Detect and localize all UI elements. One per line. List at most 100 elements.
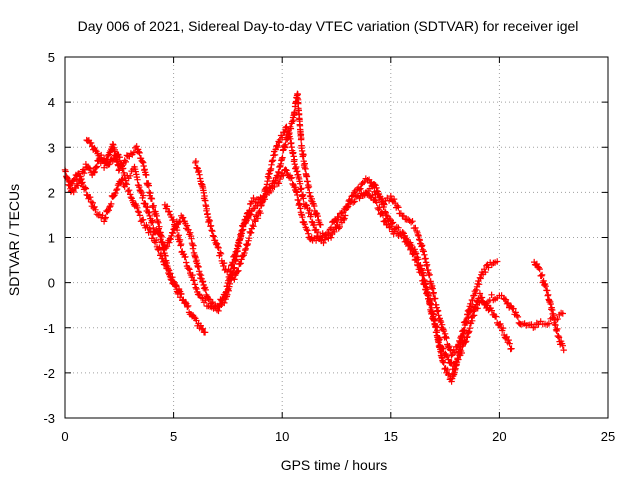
data-point (531, 323, 539, 331)
y-tick-label: 4 (48, 95, 55, 110)
data-point (336, 223, 343, 231)
data-point (409, 218, 416, 225)
data-point (398, 230, 406, 237)
data-point (127, 191, 134, 198)
data-point (538, 272, 545, 280)
data-point (156, 244, 163, 251)
data-point (494, 258, 501, 265)
data-point (508, 345, 515, 352)
data-point (284, 136, 291, 143)
data-point (192, 158, 200, 165)
data-point (286, 129, 293, 137)
data-point (461, 327, 468, 334)
data-point (130, 149, 137, 156)
data-point (361, 178, 368, 186)
data-point (560, 346, 567, 354)
data-point (320, 239, 327, 247)
data-point (272, 177, 279, 184)
data-point (436, 336, 443, 343)
data-point (455, 356, 462, 363)
data-point (503, 300, 511, 307)
data-point (535, 264, 542, 271)
data-point (403, 236, 411, 243)
data-point (144, 204, 151, 211)
data-point (428, 307, 435, 315)
data-point (541, 281, 548, 289)
data-point (140, 192, 147, 199)
data-point (206, 217, 213, 225)
data-point (335, 225, 342, 232)
data-point (162, 261, 169, 269)
data-point (327, 234, 335, 241)
data-point (542, 283, 549, 290)
data-point (388, 220, 396, 227)
data-point (167, 236, 174, 243)
data-point (314, 212, 321, 220)
data-point (104, 152, 112, 160)
data-point (209, 298, 216, 306)
data-point (217, 250, 225, 257)
data-point (352, 191, 360, 199)
data-point (207, 222, 215, 229)
data-point (199, 325, 207, 332)
data-point (185, 265, 192, 272)
data-point (182, 253, 189, 260)
data-point (423, 261, 431, 268)
data-point (190, 277, 198, 284)
data-point (241, 246, 249, 254)
data-point (344, 203, 352, 210)
data-point (254, 215, 262, 222)
data-point (275, 169, 283, 176)
data-point (175, 232, 182, 239)
data-point (134, 176, 141, 183)
data-point (209, 232, 217, 239)
data-point (208, 227, 215, 234)
data-point (497, 320, 504, 328)
data-point (506, 340, 513, 347)
data-point (381, 201, 388, 208)
data-point (93, 163, 101, 170)
data-point (147, 228, 154, 235)
data-point (441, 330, 449, 337)
data-point (559, 342, 566, 349)
data-point (499, 325, 507, 332)
series-track-2 (83, 136, 209, 336)
data-point (195, 291, 203, 298)
data-point (356, 186, 363, 193)
data-point (247, 211, 255, 218)
data-point (381, 208, 389, 215)
data-point (377, 193, 384, 201)
data-point (119, 176, 126, 183)
data-point (552, 326, 560, 333)
data-point (382, 217, 389, 224)
data-point (79, 179, 86, 186)
data-point (159, 255, 166, 262)
data-point (100, 164, 108, 171)
data-point (220, 262, 227, 270)
grid-lines (65, 57, 608, 418)
data-point (112, 189, 119, 197)
data-point (373, 184, 380, 192)
data-point (153, 237, 160, 244)
data-point (440, 345, 447, 352)
data-point (444, 371, 452, 379)
data-point (417, 266, 424, 273)
data-point (201, 285, 208, 292)
data-point (92, 164, 100, 171)
data-point (289, 180, 296, 188)
data-point (306, 206, 313, 214)
data-point (70, 188, 77, 196)
data-point (123, 181, 131, 188)
data-point (200, 189, 207, 196)
data-point (267, 187, 275, 195)
data-point (178, 290, 185, 297)
data-point (298, 185, 305, 192)
data-point (283, 134, 290, 141)
y-tick-label: 2 (48, 185, 55, 200)
data-point (251, 216, 258, 224)
data-point (214, 243, 221, 251)
data-point (127, 194, 135, 201)
data-point (414, 262, 422, 269)
series-track-3 (192, 123, 501, 385)
plot-frame (64, 56, 609, 419)
